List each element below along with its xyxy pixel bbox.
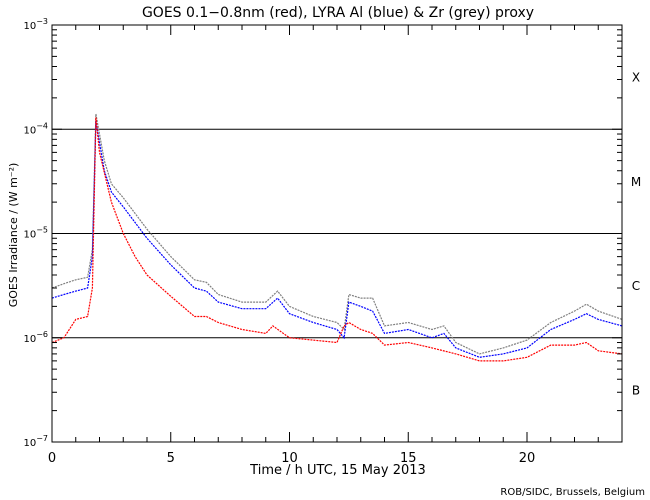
series-line-2 [51,117,623,362]
x-tick-label: 20 [519,451,536,466]
x-axis-label: Time / h UTC, 15 May 2013 [249,463,426,478]
y-tick-label: 10−3 [23,17,48,32]
series-line-0 [51,113,623,355]
flare-class-label: C [632,279,640,293]
flare-class-label: B [632,383,640,397]
x-tick-label: 5 [167,451,175,466]
y-tick-label: 10−5 [23,226,48,241]
x-tick-label: 15 [400,451,417,466]
y-tick-label: 10−6 [23,330,48,345]
y-tick-label: 10−4 [23,121,48,136]
x-tick-label: 10 [281,451,298,466]
flare-class-label: X [632,71,640,85]
y-axis-label: GOES Irradiance / (W m⁻²) [7,163,20,308]
flare-class-label: M [631,175,641,189]
y-tick-label: 10−7 [23,434,48,449]
series-line-1 [51,120,623,358]
chart-title: GOES 0.1−0.8nm (red), LYRA Al (blue) & Z… [142,5,534,21]
credit-text: ROB/SIDC, Brussels, Belgium [500,487,645,498]
x-tick-label: 0 [48,451,56,466]
